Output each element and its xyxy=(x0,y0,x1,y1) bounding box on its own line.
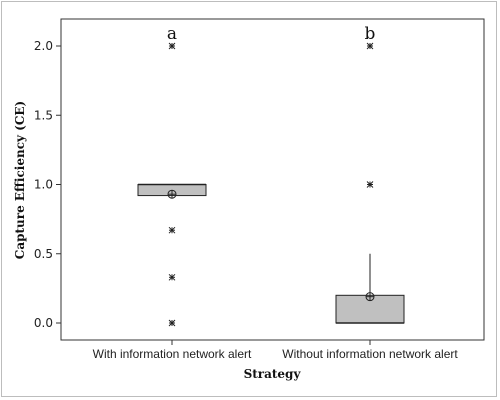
outlier-point xyxy=(168,273,176,281)
x-tick-label: Without information network alert xyxy=(282,347,458,361)
x-axis: With information network alert Without in… xyxy=(93,340,458,361)
outlier-stroke xyxy=(366,42,374,50)
y-tick-label: 1.0 xyxy=(34,178,53,192)
box-group: b xyxy=(335,24,405,324)
y-tick-label: 1.5 xyxy=(34,108,53,122)
y-axis: 0.0 0.5 1.0 1.5 2.0 xyxy=(34,39,61,330)
y-tick-label: 0.0 xyxy=(34,316,53,330)
outlier-stroke xyxy=(168,319,176,327)
outlier-stroke xyxy=(168,226,176,234)
plot-area xyxy=(60,18,485,341)
outlier-stroke xyxy=(168,273,176,281)
group-letter: a xyxy=(167,24,177,44)
box-group: a xyxy=(137,24,207,327)
outlier-point xyxy=(168,319,176,327)
outlier-point xyxy=(168,42,176,50)
outlier-point xyxy=(366,42,374,50)
y-axis-title: Capture Efficiency (CE) xyxy=(13,101,27,259)
outlier-point xyxy=(168,226,176,234)
y-tick-label: 0.5 xyxy=(34,247,53,261)
y-tick-label: 2.0 xyxy=(34,39,53,53)
outlier-stroke xyxy=(366,181,374,188)
outlier-point xyxy=(366,181,374,188)
x-tick-label: With information network alert xyxy=(93,347,252,361)
outlier-stroke xyxy=(168,42,176,50)
x-axis-title: Strategy xyxy=(244,367,302,381)
group-letter: b xyxy=(365,24,376,44)
